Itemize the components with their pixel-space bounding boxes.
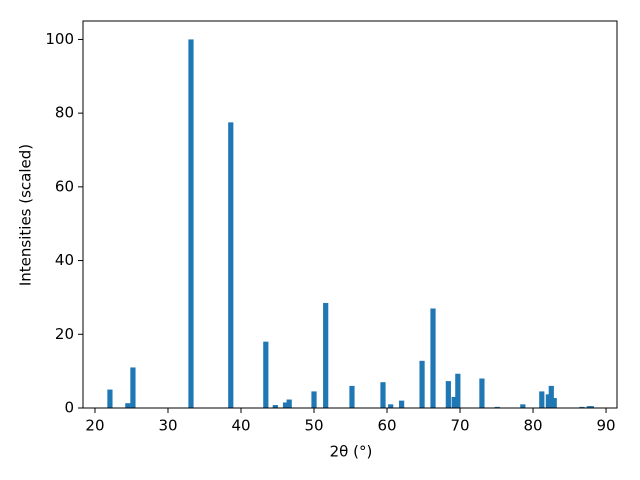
bar <box>388 404 394 408</box>
y-tick-label: 100 <box>45 30 74 48</box>
y-axis-label: Intensities (scaled) <box>17 144 35 286</box>
bar <box>551 398 557 408</box>
bar <box>520 404 526 408</box>
bar <box>494 406 500 408</box>
y-tick-label: 60 <box>55 177 74 195</box>
bar <box>455 373 461 408</box>
bar <box>107 389 113 408</box>
bar <box>286 399 292 408</box>
bar <box>445 381 451 408</box>
bar <box>451 396 457 408</box>
bar <box>130 367 136 408</box>
bar <box>263 341 269 408</box>
bar <box>399 400 405 408</box>
plot-frame <box>82 20 618 409</box>
bar <box>380 382 386 408</box>
x-tick-label: 40 <box>231 417 250 435</box>
bar <box>539 391 545 408</box>
x-tick-label: 70 <box>450 417 469 435</box>
bar <box>282 402 289 408</box>
bar <box>545 394 551 408</box>
bar <box>228 122 234 408</box>
bar <box>323 302 329 408</box>
x-axis-label: 2θ (°) <box>330 443 373 461</box>
bar <box>579 406 585 408</box>
bar <box>125 403 131 408</box>
bar <box>479 378 485 408</box>
x-tick-label: 60 <box>377 417 396 435</box>
x-tick-label: 50 <box>304 417 323 435</box>
bar <box>311 391 317 408</box>
bar <box>349 385 355 408</box>
bar <box>419 360 425 408</box>
x-tick-label: 20 <box>85 417 104 435</box>
x-tick-label: 30 <box>158 417 177 435</box>
bar <box>548 385 554 408</box>
y-tick-label: 80 <box>55 104 74 122</box>
y-tick-label: 20 <box>55 325 74 343</box>
bar <box>272 405 278 408</box>
y-tick-label: 40 <box>55 251 74 269</box>
bar <box>588 406 595 408</box>
y-tick-label: 0 <box>64 399 74 417</box>
bar <box>188 39 194 409</box>
x-tick-label: 80 <box>523 417 542 435</box>
x-tick-label: 90 <box>597 417 616 435</box>
bar <box>430 308 436 408</box>
